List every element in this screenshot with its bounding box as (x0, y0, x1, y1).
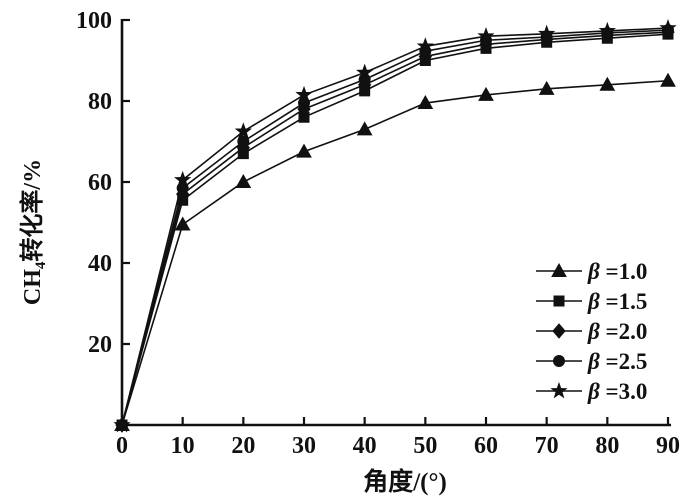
x-tick-label: 50 (413, 433, 437, 459)
x-tick-label: 0 (116, 433, 128, 459)
series-line-triangle (121, 79, 669, 426)
legend-marker-star (550, 381, 568, 399)
series-marker-star (356, 63, 374, 81)
series-line-star (121, 27, 669, 426)
legend-marker-square (553, 295, 565, 307)
x-tick-label: 40 (353, 433, 377, 459)
series-marker-circle (237, 135, 250, 148)
x-tick-label: 80 (595, 433, 619, 459)
legend-item: β =2.5 (536, 349, 647, 374)
legend-label: β =2.5 (587, 349, 647, 374)
series-marker-triangle (174, 216, 191, 231)
series-marker-star (659, 19, 677, 36)
x-axis-title: 角度/(°) (363, 467, 447, 496)
series-marker-star (295, 85, 313, 103)
legend-label: β =2.0 (587, 319, 647, 344)
series-marker-star (538, 24, 556, 42)
series-marker-triangle (417, 95, 434, 110)
series-marker-star (477, 27, 495, 44)
series-line-circle (121, 29, 669, 426)
series-marker-star (234, 122, 252, 139)
legend-item: β =1.0 (536, 259, 647, 284)
series-marker-triangle (660, 72, 676, 87)
x-tick-label: 60 (474, 433, 498, 459)
x-tick-label: 90 (656, 433, 680, 459)
series-marker-triangle (599, 76, 616, 91)
legend-label: β =3.0 (587, 379, 647, 404)
legend-item: β =2.0 (536, 319, 647, 344)
series-marker-triangle (538, 80, 555, 95)
x-tick-label: 20 (231, 433, 255, 459)
y-tick-label: 60 (88, 170, 112, 196)
series-marker-triangle (478, 86, 494, 101)
series-marker-star (113, 415, 131, 433)
y-tick-label: 100 (76, 8, 112, 34)
y-tick-label: 40 (88, 251, 112, 277)
legend-marker-circle (553, 354, 565, 368)
series-line-diamond (121, 31, 669, 426)
series-marker-star (598, 21, 616, 39)
legend-item: β =1.5 (536, 289, 647, 314)
series-marker-star (174, 170, 192, 188)
y-tick-label: 80 (88, 89, 112, 115)
series-marker-triangle (235, 173, 252, 188)
x-tick-label: 10 (171, 433, 195, 459)
x-tick-label: 70 (535, 433, 559, 459)
y-axis-title: CH4转化率/% (18, 159, 49, 305)
legend-label: β =1.5 (587, 289, 647, 314)
x-tick-label: 30 (292, 433, 316, 459)
series-line-square (121, 33, 669, 426)
legend-marker-diamond (552, 323, 566, 339)
series-marker-star (416, 37, 434, 54)
y-tick-label: 20 (88, 332, 112, 358)
legend-item: β =3.0 (536, 379, 647, 404)
series-marker-triangle (356, 121, 373, 136)
legend-marker-triangle (551, 262, 567, 277)
series-marker-triangle (296, 143, 312, 158)
legend-label: β =1.0 (587, 259, 647, 284)
